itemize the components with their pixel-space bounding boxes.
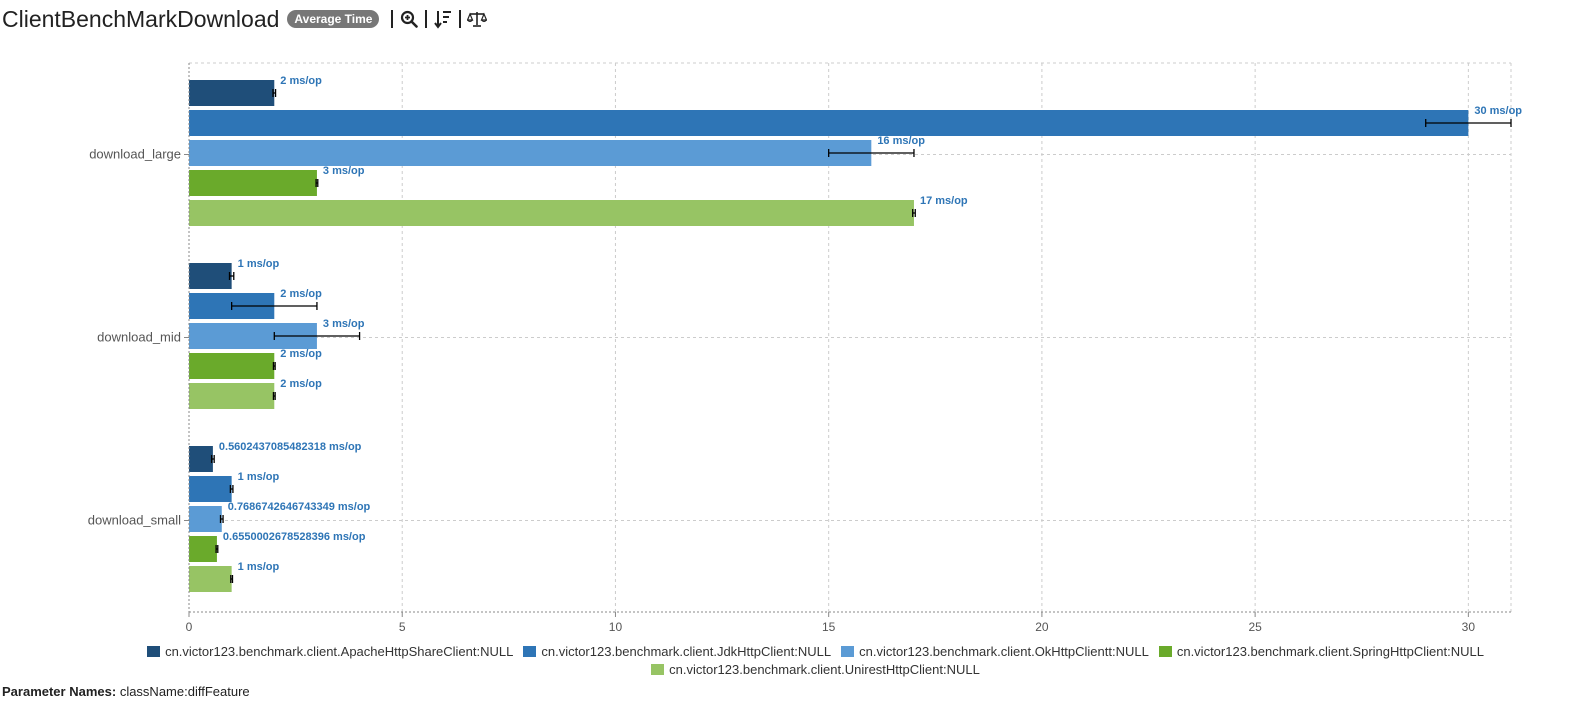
legend-swatch — [147, 646, 161, 657]
legend-item[interactable]: cn.victor123.benchmark.client.OkHttpClie… — [841, 644, 1149, 659]
toolbar-separator — [425, 10, 428, 28]
data-label: 0.5602437085482318 ms/op — [219, 441, 362, 453]
parameter-names-value: className:diffFeature — [119, 684, 250, 699]
bar — [189, 140, 872, 166]
toolbar-separator — [391, 10, 394, 28]
chart-legend: cn.victor123.benchmark.client.ApacheHttp… — [0, 644, 1571, 677]
legend-label: cn.victor123.benchmark.client.ApacheHttp… — [165, 644, 514, 659]
bar — [189, 110, 1469, 136]
legend-item[interactable]: cn.victor123.benchmark.client.JdkHttpCli… — [523, 644, 831, 659]
data-label: 2 ms/op — [280, 288, 322, 300]
chart-header: ClientBenchMarkDownload Average Time — [2, 4, 488, 34]
category-label: download_large — [89, 147, 181, 162]
bar — [189, 446, 213, 472]
bar-chart: 2 ms/op 1 ms/op 0.5602437085482318 ms/op 30… — [88, 62, 1522, 634]
data-label: 0.7686742646743349 ms/op — [228, 501, 371, 513]
x-tick-label: 30 — [1462, 620, 1476, 634]
bar — [189, 383, 275, 409]
mode-badge: Average Time — [287, 10, 380, 28]
bar — [189, 476, 232, 502]
bar — [189, 506, 222, 532]
data-label: 17 ms/op — [920, 195, 968, 207]
bar — [189, 536, 217, 562]
legend-label: cn.victor123.benchmark.client.JdkHttpCli… — [541, 644, 832, 659]
legend-item[interactable]: cn.victor123.benchmark.client.SpringHttp… — [1158, 644, 1484, 659]
x-tick-label: 20 — [1035, 620, 1049, 634]
bar — [189, 263, 232, 289]
data-label: 3 ms/op — [323, 165, 365, 177]
bar — [189, 200, 914, 226]
x-tick-label: 5 — [399, 620, 406, 634]
chart-title: ClientBenchMarkDownload — [2, 5, 280, 32]
parameter-names: Parameter Names: className:diffFeature — [2, 684, 250, 699]
legend-label: cn.victor123.benchmark.client.OkHttpClie… — [859, 644, 1149, 659]
category-label: download_small — [88, 513, 181, 528]
toolbar-separator — [459, 10, 462, 28]
legend-swatch — [523, 646, 537, 657]
category-label: download_mid — [97, 330, 181, 345]
legend-item[interactable]: cn.victor123.benchmark.client.UnirestHtt… — [651, 662, 980, 677]
toolbar — [385, 9, 488, 29]
legend-swatch — [1158, 646, 1172, 657]
legend-label: cn.victor123.benchmark.client.SpringHttp… — [1176, 644, 1484, 659]
x-tick-label: 15 — [822, 620, 836, 634]
data-label: 1 ms/op — [238, 471, 280, 483]
legend-swatch — [841, 646, 855, 657]
x-tick-label: 10 — [609, 620, 623, 634]
data-label: 3 ms/op — [323, 318, 365, 330]
data-label: 2 ms/op — [280, 348, 322, 360]
data-label: 30 ms/op — [1474, 105, 1522, 117]
bar — [189, 170, 317, 196]
data-label: 1 ms/op — [238, 258, 280, 270]
bar — [189, 80, 275, 106]
sort-descending-icon[interactable] — [433, 9, 453, 29]
zoom-icon[interactable] — [399, 9, 419, 29]
data-label: 16 ms/op — [877, 135, 925, 147]
x-tick-label: 25 — [1248, 620, 1262, 634]
data-label: 0.6550002678528396 ms/op — [223, 531, 366, 543]
x-tick-label: 0 — [186, 620, 193, 634]
bar — [189, 566, 232, 592]
data-label: 2 ms/op — [280, 75, 322, 87]
legend-item[interactable]: cn.victor123.benchmark.client.ApacheHttp… — [147, 644, 513, 659]
bar — [189, 353, 275, 379]
parameter-names-label: Parameter Names: — [2, 684, 117, 699]
legend-label: cn.victor123.benchmark.client.UnirestHtt… — [669, 662, 980, 677]
data-label: 2 ms/op — [280, 378, 322, 390]
legend-swatch — [651, 664, 665, 675]
data-label: 1 ms/op — [238, 561, 280, 573]
compare-scale-icon[interactable] — [467, 9, 488, 29]
